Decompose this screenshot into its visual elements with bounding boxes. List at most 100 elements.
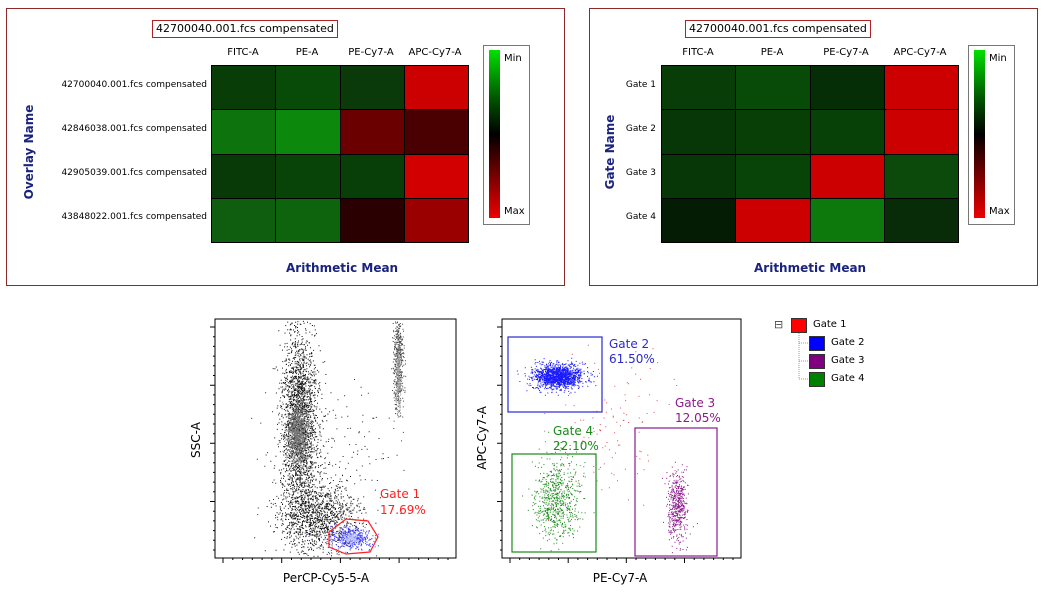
population-main-core: [281, 378, 316, 481]
gate-color-swatch[interactable]: [809, 336, 825, 351]
heatmap-cell[interactable]: [276, 110, 340, 154]
axis-ticks: [497, 326, 734, 563]
legend-max-label: Max: [504, 206, 525, 217]
scatter-ssc-percp-svg[interactable]: Gate 1 17.69% PerCP-Cy5-5-A SSC-A: [186, 312, 466, 590]
gate-4-label: Gate 4: [553, 424, 593, 438]
heatmap-row-label: 42905039.001.fcs compensated: [61, 168, 207, 178]
scatter1-x-label: PerCP-Cy5-5-A: [283, 571, 370, 585]
heatmap-cell[interactable]: [662, 66, 736, 110]
heatmap-overlay-legend: Min Max: [483, 45, 530, 225]
heatmap-cell[interactable]: [340, 198, 404, 242]
heatmap-cell[interactable]: [810, 110, 884, 154]
heatmap-column-label: PE-A: [760, 47, 784, 58]
heatmap-gate-legend: Min Max: [968, 45, 1015, 225]
scatter2-y-label: APC-Cy7-A: [475, 405, 489, 469]
heatmap-cell[interactable]: [404, 198, 468, 242]
gate-4-rect: [511, 453, 597, 553]
gate-1-events: [308, 523, 380, 553]
heatmap-cell[interactable]: [404, 66, 468, 110]
heatmap-cell[interactable]: [662, 110, 736, 154]
gate-tree-item[interactable]: Gate 4: [831, 373, 865, 384]
heatmap-cell[interactable]: [212, 198, 276, 242]
heatmap-gate-x-title: Arithmetic Mean: [754, 261, 867, 275]
heatmap-overlay-title[interactable]: 42700040.001.fcs compensated: [152, 20, 338, 38]
legend-gradient: [489, 50, 500, 218]
heatmap-cell[interactable]: [212, 110, 276, 154]
heatmap-cell[interactable]: [884, 66, 958, 110]
heatmap-column-label: PE-Cy7-A: [348, 47, 394, 58]
heatmap-cell[interactable]: [810, 198, 884, 242]
heatmap-cell[interactable]: [662, 154, 736, 198]
legend-gradient: [974, 50, 985, 218]
scatter-apc-pecy7-svg[interactable]: Gate 2 61.50% Gate 3 12.05% Gate 4 22.10…: [472, 312, 752, 590]
heatmap-cell[interactable]: [810, 154, 884, 198]
gate-tree-item[interactable]: Gate 2: [831, 337, 865, 348]
heatmap-row-label: Gate 1: [625, 80, 656, 90]
scatter2-x-label: PE-Cy7-A: [593, 571, 648, 585]
gate-2-percent: 61.50%: [609, 352, 655, 366]
heatmap-cell[interactable]: [404, 154, 468, 198]
gate-tree-item[interactable]: Gate 1: [813, 319, 847, 330]
gate-4-events: [522, 431, 595, 552]
heatmap-overlay-grid: [211, 65, 469, 243]
heatmap-row-label: 43848022.001.fcs compensated: [61, 212, 207, 222]
heatmap-cell[interactable]: [276, 66, 340, 110]
heatmap-cell[interactable]: [212, 154, 276, 198]
heatmap-overlay-panel: 42700040.001.fcs compensated FITC-A PE-A P…: [6, 8, 565, 286]
heatmap-row-label: Gate 4: [625, 212, 656, 222]
heatmap-cell[interactable]: [884, 198, 958, 242]
heatmap-column-label: FITC-A: [682, 47, 714, 58]
heatmap-gate-title[interactable]: 42700040.001.fcs compensated: [685, 20, 871, 38]
legend-min-label: Min: [989, 53, 1007, 64]
heatmap-overlay-y-title: Overlay Name: [22, 104, 36, 200]
heatmap-row-label: 42846038.001.fcs compensated: [61, 124, 207, 134]
heatmap-cell[interactable]: [736, 154, 810, 198]
gate-color-swatch[interactable]: [809, 372, 825, 387]
heatmap-gate-y-title: Gate Name: [603, 114, 617, 190]
heatmap-cell[interactable]: [884, 154, 958, 198]
gate-3-rect: [634, 427, 718, 557]
gate-2-rect: [507, 336, 603, 413]
heatmap-cell[interactable]: [276, 198, 340, 242]
heatmap-cell[interactable]: [212, 66, 276, 110]
heatmap-column-label: PE-Cy7-A: [823, 47, 869, 58]
heatmap-cell[interactable]: [736, 198, 810, 242]
heatmap-cell[interactable]: [736, 110, 810, 154]
gate-color-swatch[interactable]: [809, 354, 825, 369]
scatter-apc-pecy7: Gate 2 61.50% Gate 3 12.05% Gate 4 22.10…: [472, 312, 752, 590]
gate-4-percent: 22.10%: [553, 439, 599, 453]
population-low: [254, 451, 381, 557]
gate-3-label: Gate 3: [675, 396, 715, 410]
collapse-icon[interactable]: ⊟: [774, 318, 784, 331]
scatter1-y-label: SSC-A: [189, 421, 203, 458]
heatmap-cell[interactable]: [340, 154, 404, 198]
heatmap-gate-panel: 42700040.001.fcs compensated FITC-A PE-A P…: [589, 8, 1038, 286]
gate-color-swatch[interactable]: [791, 318, 807, 333]
legend-max-label: Max: [989, 206, 1010, 217]
heatmap-cell[interactable]: [884, 110, 958, 154]
gate-3-events: [661, 461, 698, 554]
heatmap-cell[interactable]: [276, 154, 340, 198]
tree-connectors: [798, 333, 808, 380]
heatmap-cell[interactable]: [404, 110, 468, 154]
heatmap-row-label: Gate 3: [625, 168, 656, 178]
heatmap-gate-grid: [661, 65, 959, 243]
heatmap-cell[interactable]: [662, 198, 736, 242]
heatmap-cell[interactable]: [340, 110, 404, 154]
heatmap-column-label: PE-A: [295, 47, 319, 58]
heatmap-column-label: APC-Cy7-A: [893, 47, 947, 58]
heatmap-row-label: Gate 2: [625, 124, 656, 134]
gate-tree-item[interactable]: Gate 3: [831, 355, 865, 366]
heatmap-overlay-x-title: Arithmetic Mean: [286, 261, 399, 275]
gate-1-label: Gate 1: [380, 487, 420, 501]
gate-1-core: [341, 528, 363, 547]
gate-1-polygon: [328, 518, 379, 555]
population-right-core: [394, 329, 403, 414]
heatmap-row-label: 42700040.001.fcs compensated: [61, 80, 207, 90]
gate-2-label: Gate 2: [609, 337, 649, 351]
heatmap-cell[interactable]: [340, 66, 404, 110]
heatmap-cell[interactable]: [736, 66, 810, 110]
gate-2-events: [516, 357, 598, 396]
axis-ticks: [210, 326, 449, 563]
heatmap-cell[interactable]: [810, 66, 884, 110]
